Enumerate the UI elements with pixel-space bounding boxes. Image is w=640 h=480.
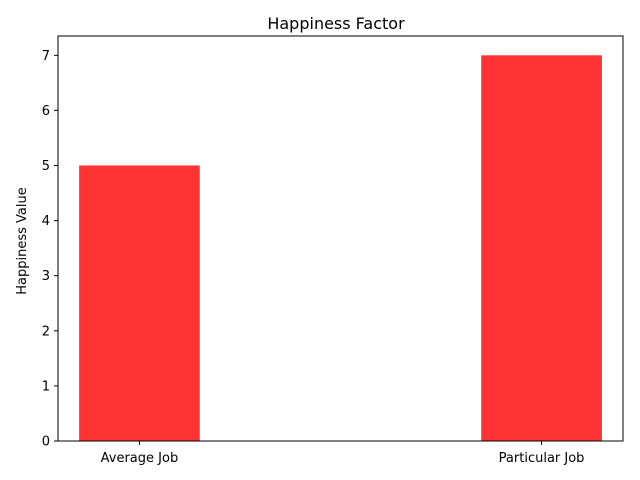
x-axis: Average Job Particular Job: [101, 441, 585, 466]
y-tick-label: 2: [42, 324, 50, 339]
y-tick-label: 4: [42, 214, 50, 229]
bars-group: [79, 55, 602, 442]
chart-title: Happiness Factor: [267, 14, 405, 33]
bar-particular-job: [481, 55, 602, 442]
y-tick-label: 5: [42, 159, 50, 174]
x-tick-label: Particular Job: [499, 451, 585, 466]
bar-average-job: [79, 165, 200, 441]
plot-frame: [57, 35, 624, 442]
y-tick-label: 0: [42, 435, 50, 450]
y-axis-title: Happiness Value: [15, 187, 30, 294]
x-tick-label: Average Job: [101, 451, 179, 466]
y-tick-label: 7: [42, 49, 50, 64]
y-tick-label: 3: [42, 269, 50, 284]
y-tick-label: 1: [42, 379, 50, 394]
y-axis: 0 1 2 3 4 5 6 7: [42, 49, 58, 450]
y-tick-label: 6: [42, 104, 50, 119]
